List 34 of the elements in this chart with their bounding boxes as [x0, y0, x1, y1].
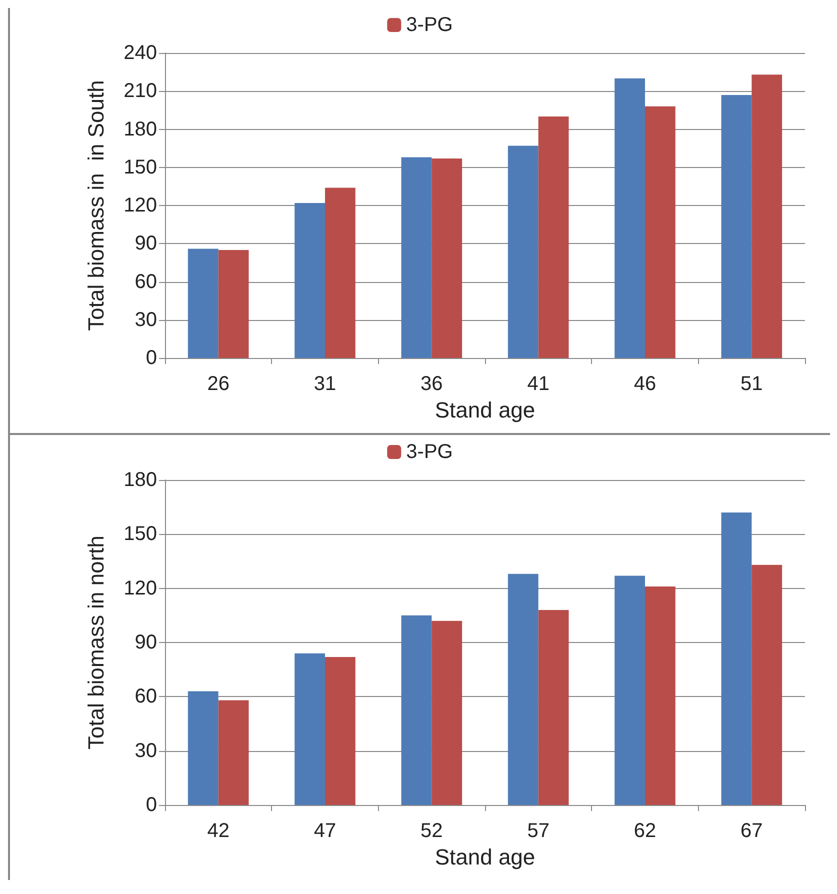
x-tick-label: 31	[314, 373, 336, 395]
y-axis-title: Total biomass in north	[84, 536, 108, 750]
x-tick-label: 46	[634, 373, 656, 395]
y-tick-label: 180	[124, 118, 157, 140]
y-tick-label: 60	[134, 270, 157, 293]
y-tick-label: 0	[146, 347, 157, 369]
y-tick-label: 0	[146, 794, 157, 816]
y-axis-title: Total biomass in in South	[84, 80, 108, 331]
y-tick-label: 180	[124, 469, 157, 491]
y-tick-label: 90	[134, 632, 157, 654]
y-tick-label: 150	[124, 156, 157, 178]
x-tick-label: 51	[740, 373, 763, 395]
x-tick-label: 62	[634, 820, 656, 842]
legend-label: 3-PG	[406, 14, 453, 36]
legend-label: 3-PG	[406, 441, 453, 463]
y-tick-label: 150	[124, 523, 157, 546]
y-tick-label: 240	[124, 42, 157, 64]
x-axis-title: Stand age	[434, 397, 536, 422]
x-tick-label: 42	[207, 820, 230, 842]
y-tick-label: 30	[134, 740, 157, 762]
y-tick-label: 210	[124, 80, 157, 102]
y-tick-label: 60	[134, 686, 157, 708]
x-tick-label: 67	[740, 820, 763, 842]
y-tick-label: 90	[134, 232, 157, 255]
x-tick-label: 26	[207, 373, 230, 395]
x-tick-label: 47	[314, 820, 336, 842]
x-axis-title: Stand age	[434, 844, 536, 870]
x-tick-label: 36	[420, 373, 443, 395]
y-tick-label: 120	[124, 577, 157, 600]
x-tick-label: 52	[420, 820, 443, 842]
x-tick-label: 41	[527, 373, 550, 395]
x-tick-label: 57	[527, 820, 550, 842]
y-tick-label: 30	[134, 308, 157, 331]
y-tick-label: 120	[124, 194, 157, 216]
